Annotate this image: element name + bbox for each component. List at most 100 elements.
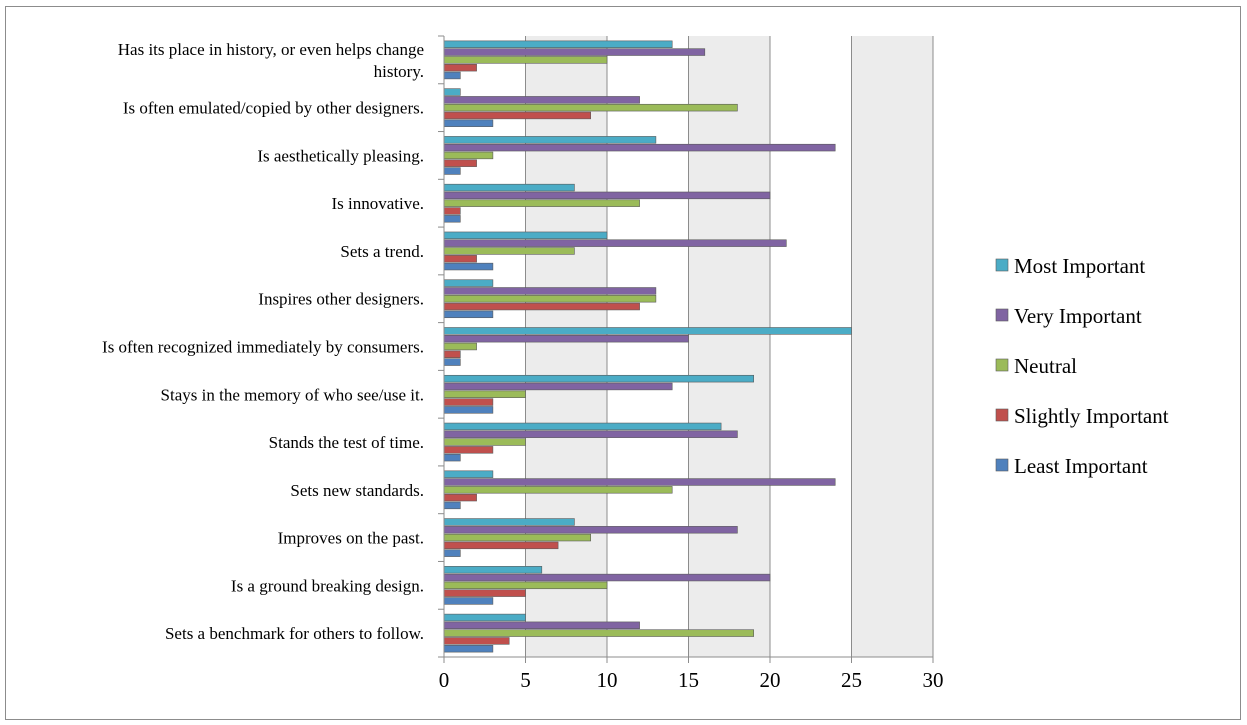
bar bbox=[443, 327, 852, 335]
bar bbox=[443, 119, 494, 127]
category-label: Improves on the past. bbox=[278, 529, 424, 548]
category-label: Is often emulated/copied by other design… bbox=[123, 99, 424, 118]
bar bbox=[443, 566, 543, 574]
bar bbox=[443, 159, 477, 167]
bar bbox=[443, 334, 689, 343]
bar bbox=[443, 279, 494, 287]
plot-band bbox=[688, 36, 770, 657]
bar bbox=[443, 56, 608, 64]
category-label: Has its place in history, or even helps … bbox=[118, 40, 424, 81]
bar bbox=[443, 255, 477, 263]
legend-label: Least Important bbox=[1014, 454, 1148, 478]
x-tick-label: 15 bbox=[678, 668, 699, 692]
bar bbox=[443, 111, 591, 120]
x-tick-label: 0 bbox=[439, 668, 450, 692]
bar bbox=[443, 143, 836, 152]
bar bbox=[443, 589, 526, 597]
bar bbox=[443, 549, 461, 557]
bar bbox=[443, 453, 461, 462]
bar bbox=[443, 262, 494, 271]
legend-swatch bbox=[995, 458, 1009, 472]
bar bbox=[443, 478, 836, 486]
category-label: Is often recognized immediately by consu… bbox=[102, 338, 424, 357]
bar bbox=[443, 382, 673, 391]
bar bbox=[443, 287, 657, 295]
bar bbox=[443, 573, 771, 582]
bar bbox=[443, 350, 461, 358]
bar bbox=[443, 207, 461, 215]
category-label: Is innovative. bbox=[331, 194, 424, 213]
legend-label: Slightly Important bbox=[1014, 404, 1169, 428]
category-label: Is a ground breaking design. bbox=[231, 576, 424, 595]
category-label: Sets new standards. bbox=[290, 481, 424, 500]
bar bbox=[443, 295, 657, 303]
x-tick-label: 30 bbox=[923, 668, 944, 692]
bar bbox=[443, 629, 755, 637]
x-tick-label: 10 bbox=[597, 668, 618, 692]
legend-label: Very Important bbox=[1014, 304, 1142, 328]
bar bbox=[443, 526, 738, 534]
bar bbox=[443, 541, 559, 550]
bar bbox=[443, 533, 591, 542]
bar bbox=[443, 486, 673, 494]
category-label: Inspires other designers. bbox=[258, 290, 424, 309]
x-tick-label: 20 bbox=[760, 668, 781, 692]
bar bbox=[443, 398, 494, 406]
bar bbox=[443, 430, 738, 438]
bar bbox=[443, 136, 657, 144]
bar bbox=[443, 581, 608, 590]
bar bbox=[443, 88, 461, 96]
bar bbox=[443, 422, 722, 431]
bar bbox=[443, 645, 494, 653]
bar bbox=[443, 637, 510, 645]
bar bbox=[443, 96, 640, 104]
bar bbox=[443, 621, 640, 630]
x-tick-label: 25 bbox=[841, 668, 862, 692]
gridlines bbox=[525, 36, 934, 657]
bar bbox=[443, 167, 461, 175]
legend-label: Neutral bbox=[1014, 354, 1077, 378]
bars bbox=[443, 40, 852, 653]
bar bbox=[443, 406, 494, 414]
category-label: Is aesthetically pleasing. bbox=[257, 146, 424, 165]
bar bbox=[443, 501, 461, 510]
legend-label: Most Important bbox=[1014, 254, 1145, 278]
bar bbox=[443, 390, 526, 398]
bar bbox=[443, 183, 575, 192]
plot-band bbox=[607, 36, 689, 657]
bar bbox=[443, 103, 738, 112]
bar bbox=[443, 40, 673, 48]
category-label: Stands the test of time. bbox=[269, 433, 424, 452]
bar bbox=[443, 493, 477, 502]
x-tick-labels: 0 5 10 15 20 25 30 bbox=[439, 668, 944, 692]
bar bbox=[443, 302, 640, 311]
category-labels: Has its place in history, or even helps … bbox=[102, 40, 424, 643]
legend-swatch bbox=[995, 258, 1009, 272]
axes bbox=[438, 35, 934, 663]
bar bbox=[443, 199, 640, 207]
bar bbox=[443, 342, 477, 351]
bar bbox=[443, 613, 526, 622]
bar bbox=[443, 71, 461, 80]
bar bbox=[443, 518, 575, 526]
plot-band bbox=[770, 36, 852, 657]
bar bbox=[443, 63, 477, 72]
bar bbox=[443, 191, 771, 200]
category-label: Sets a benchmark for others to follow. bbox=[165, 624, 424, 643]
bar bbox=[443, 239, 787, 247]
bar bbox=[443, 215, 461, 223]
legend: Most Important Very Important Neutral Sligh… bbox=[995, 254, 1169, 478]
bar bbox=[443, 48, 706, 56]
bar bbox=[443, 358, 461, 366]
category-label: Sets a trend. bbox=[340, 242, 424, 261]
legend-swatch bbox=[995, 308, 1009, 322]
bar bbox=[443, 446, 494, 454]
bar bbox=[443, 231, 608, 240]
bar bbox=[443, 438, 526, 446]
bar bbox=[443, 247, 575, 255]
category-label: Stays in the memory of who see/use it. bbox=[161, 385, 424, 404]
x-tick-label: 5 bbox=[520, 668, 531, 692]
bar bbox=[443, 151, 494, 160]
plot-band bbox=[525, 36, 607, 657]
